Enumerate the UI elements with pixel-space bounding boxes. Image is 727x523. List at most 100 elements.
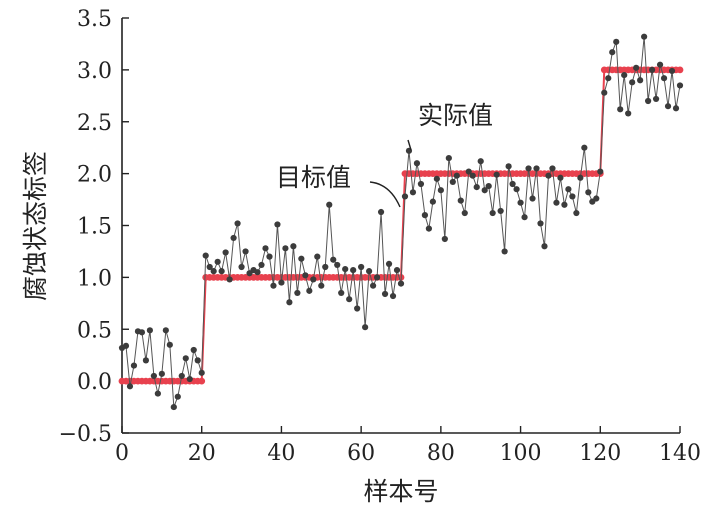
tick-group: 0 20 40 60 80 100 120 140 −0.5 0.0 0.5 1.0 1.5 2.0 2.5… xyxy=(59,7,701,466)
actual-point xyxy=(174,393,181,400)
actual-point xyxy=(166,341,173,348)
actual-point xyxy=(182,355,189,362)
x-tick-label: 60 xyxy=(347,441,375,466)
actual-line xyxy=(121,36,681,408)
actual-point xyxy=(433,175,440,182)
actual-point xyxy=(306,287,313,294)
actual-point xyxy=(266,253,273,260)
actual-point xyxy=(497,207,504,215)
actual-point xyxy=(569,193,576,200)
actual-point xyxy=(342,265,349,273)
annotation-actual: 实际值 xyxy=(418,101,493,130)
actual-point xyxy=(194,357,201,364)
actual-point xyxy=(481,187,488,194)
x-tick-label: 120 xyxy=(579,441,621,466)
y-axis-label: 腐蚀状态标签 xyxy=(21,151,50,301)
actual-point xyxy=(577,174,584,181)
actual-point xyxy=(330,256,337,263)
actual-point xyxy=(190,346,197,354)
actual-point xyxy=(146,327,153,334)
actual-point xyxy=(294,289,301,297)
actual-point xyxy=(621,71,628,79)
actual-point xyxy=(286,299,293,306)
x-tick-label: 20 xyxy=(188,441,216,466)
actual-point xyxy=(222,249,229,256)
actual-point xyxy=(202,252,209,259)
actual-point xyxy=(617,106,624,113)
actual-point xyxy=(226,276,233,283)
actual-point xyxy=(493,171,500,178)
actual-point xyxy=(150,372,157,380)
actual-point xyxy=(206,263,213,271)
actual-point xyxy=(170,403,177,411)
actual-point xyxy=(668,67,676,75)
actual-point xyxy=(338,289,345,297)
actual-point xyxy=(385,260,393,267)
actual-point xyxy=(609,49,616,56)
actual-point xyxy=(593,195,600,202)
annotation-target: 目标值 xyxy=(276,163,351,192)
actual-point xyxy=(298,255,305,262)
actual-point xyxy=(429,198,436,205)
actual-point xyxy=(437,187,444,194)
actual-point xyxy=(517,199,524,206)
actual-point xyxy=(660,75,668,82)
actual-point xyxy=(545,172,552,179)
actual-point xyxy=(242,248,249,255)
actual-point xyxy=(274,221,281,228)
actual-point xyxy=(505,163,512,170)
actual-point xyxy=(645,97,652,105)
actual-point xyxy=(633,64,640,71)
actual-point xyxy=(613,38,620,45)
actual-point xyxy=(154,390,161,397)
actual-point xyxy=(533,165,540,172)
actual-point xyxy=(605,75,612,82)
actual-point xyxy=(477,158,484,165)
actual-point xyxy=(322,263,329,271)
actual-point xyxy=(214,258,221,265)
y-tick-label: 2.5 xyxy=(77,111,112,136)
actual-point xyxy=(473,184,480,191)
actual-series xyxy=(118,33,684,411)
actual-point xyxy=(449,178,456,186)
actual-point xyxy=(186,375,193,383)
y-tick-label: 3.0 xyxy=(77,59,112,84)
actual-point xyxy=(441,235,448,243)
actual-point xyxy=(230,234,237,242)
actual-point xyxy=(210,268,217,275)
actual-point xyxy=(278,279,285,286)
actual-point xyxy=(373,274,381,281)
actual-point xyxy=(445,154,452,162)
actual-point xyxy=(358,263,365,271)
actual-point xyxy=(541,243,548,250)
actual-point xyxy=(641,33,648,40)
actual-point xyxy=(409,189,417,196)
actual-point xyxy=(158,370,165,377)
actual-point xyxy=(652,95,660,103)
y-tick-label: 1.0 xyxy=(77,266,112,291)
actual-point xyxy=(130,362,138,369)
actual-point xyxy=(553,199,560,206)
actual-point xyxy=(656,61,664,68)
actual-point xyxy=(126,383,134,390)
actual-point xyxy=(509,180,516,188)
target-point xyxy=(676,66,684,74)
actual-point xyxy=(262,245,269,252)
actual-point xyxy=(178,372,185,380)
actual-point xyxy=(425,225,432,232)
actual-point xyxy=(581,144,588,151)
actual-point xyxy=(389,292,397,300)
actual-point xyxy=(585,189,592,196)
x-tick-label: 80 xyxy=(427,441,455,466)
annotation-leader-actual xyxy=(407,139,412,151)
actual-point xyxy=(122,342,130,349)
actual-point xyxy=(573,209,580,217)
actual-point xyxy=(397,280,405,287)
actual-point xyxy=(393,267,401,274)
actual-point xyxy=(525,165,532,172)
actual-point xyxy=(138,329,146,336)
actual-point xyxy=(413,160,421,167)
actual-point xyxy=(513,186,520,193)
x-tick-label: 0 xyxy=(115,441,129,466)
